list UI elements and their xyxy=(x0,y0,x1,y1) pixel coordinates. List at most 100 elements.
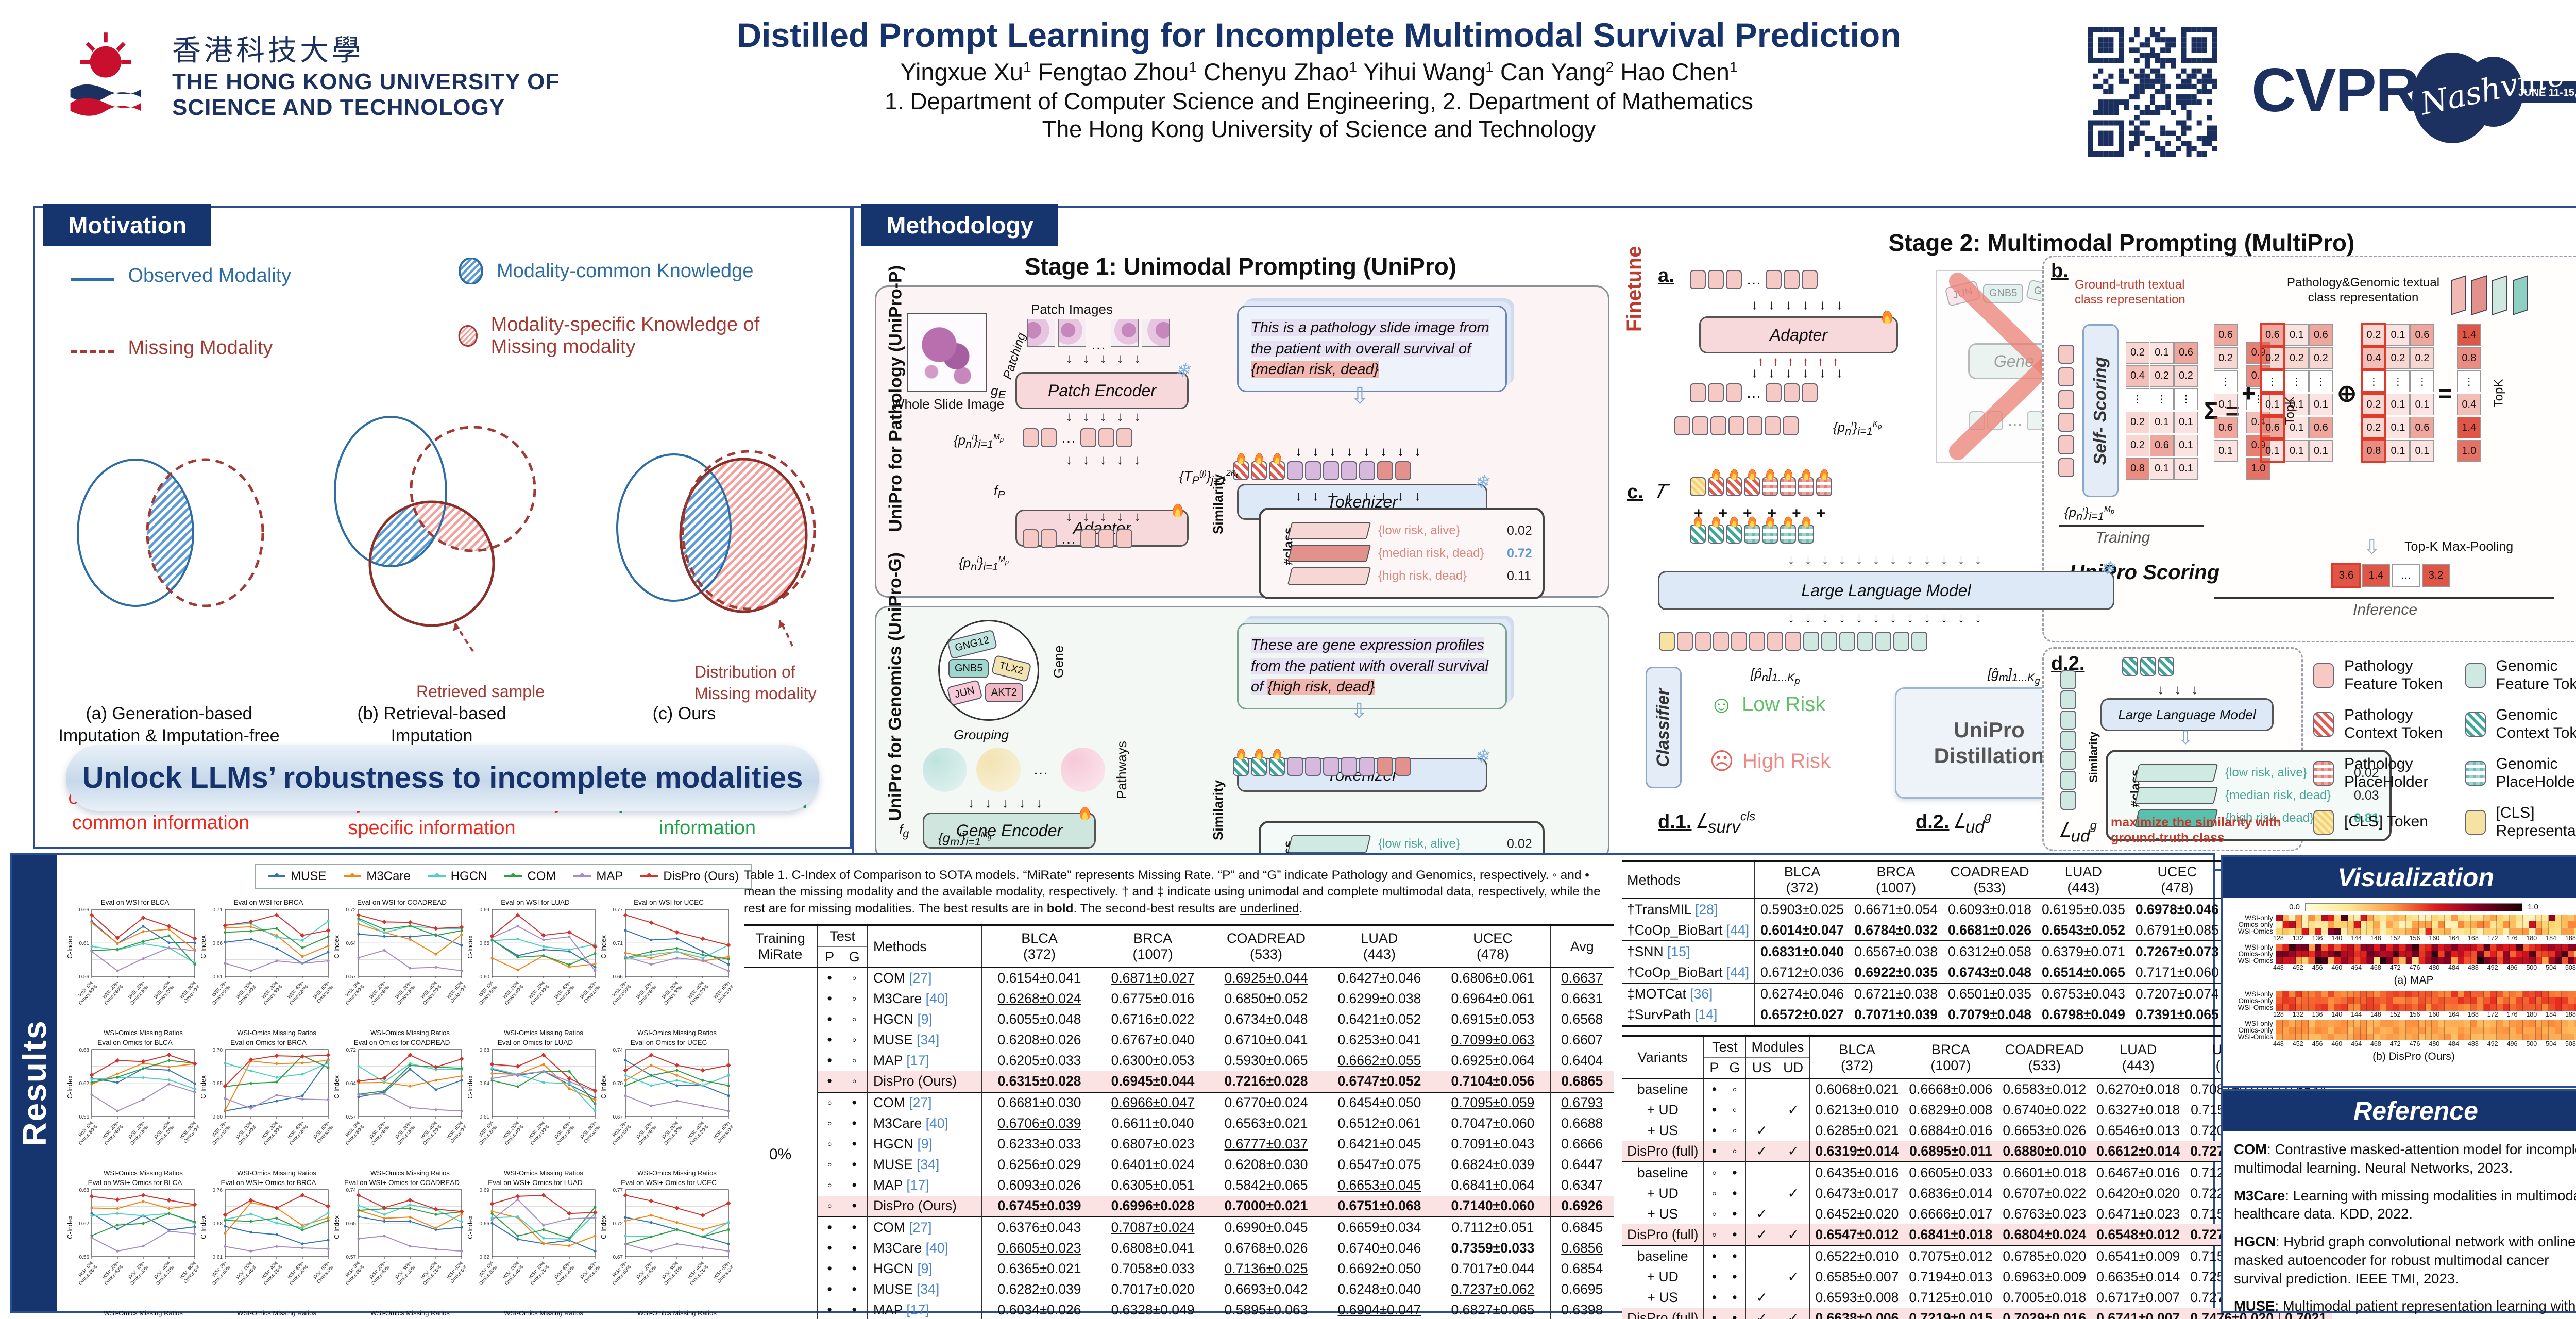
svg-text:WSI-Omics Missing Ratios: WSI-Omics Missing Ratios xyxy=(104,1029,183,1037)
pathology-feature-token xyxy=(1023,529,1039,548)
class-score-row: {high risk, dead}0.81 xyxy=(2134,809,2379,827)
svg-text:0.61: 0.61 xyxy=(213,974,223,980)
table-row: †CoOp_BioBart [44] 0.6014±0.047 0.6784±0.0… xyxy=(1622,920,2277,941)
svg-text:C-Index: C-Index xyxy=(66,935,74,959)
similarity-label: Similarity xyxy=(2087,731,2100,783)
svg-text:WSI-Omics Missing Ratios: WSI-Omics Missing Ratios xyxy=(237,1029,316,1037)
genomic-placeholder-token xyxy=(1798,516,1814,544)
visualization-panel: Visualization 0.0 1.0 WSI-only Omics-only… xyxy=(2221,855,2576,1088)
svg-text:0.69: 0.69 xyxy=(480,907,490,913)
score-matrix: 0.2 0.1 0.6 0.4 0.2 0.2 ⋮ ⋮ ⋮ 0.2 0.1 0.1 0.2 0.1 0.6 0… xyxy=(2361,323,2434,463)
svg-text:WSI-Omics Missing Ratios: WSI-Omics Missing Ratios xyxy=(637,1029,717,1037)
pathology-feature-token xyxy=(1765,416,1781,435)
svg-text:WSI-Omics Missing Ratios: WSI-Omics Missing Ratios xyxy=(504,1169,583,1177)
svg-text:0.70: 0.70 xyxy=(213,1047,223,1053)
prefix-token xyxy=(1305,757,1321,776)
genomic-context-token xyxy=(2122,657,2138,676)
genomics-prompt-card: These are gene expression profiles from … xyxy=(1237,623,1507,709)
unipro-g-box: UniPro for Genomics (UniPro-G) GNG12GNB5… xyxy=(875,552,1609,912)
table-row: ◦ • M3Care [40] 0.6706±0.039 0.6611±0.040 0.6… xyxy=(744,1113,1614,1134)
genomic-context-token xyxy=(2158,657,2174,676)
pathology-feature-token xyxy=(1726,270,1742,289)
genomic-feature-token xyxy=(1875,632,1891,651)
svg-text:0.72: 0.72 xyxy=(346,1047,357,1053)
pathways-label: Pathways xyxy=(1113,741,1129,799)
pathology-feature-token xyxy=(1784,270,1800,289)
svg-text:C-Index: C-Index xyxy=(199,1075,207,1099)
line-chart: Eval on WSI+ Omics for UCEC 0.67 0.72 0.77 W… xyxy=(600,1178,736,1318)
svg-text:C-Index: C-Index xyxy=(600,1075,607,1099)
flame-icon xyxy=(1766,469,1774,480)
svg-text:0.61: 0.61 xyxy=(213,1255,223,1260)
pathology-feature-token xyxy=(1802,383,1818,402)
heatmap-strip: WSI-only Omics-only WSI-Omics xyxy=(2224,944,2576,964)
table-row: †CoOp_BioBart [44] 0.6712±0.036 0.6922±0.0… xyxy=(1622,962,2277,983)
table-row: • • COM [27] 0.6376±0.043 0.7087±0.024 0.6990… xyxy=(744,1216,1614,1238)
encoder-symbol: gE xyxy=(991,383,1006,401)
flame-icon xyxy=(1236,453,1245,464)
genomic-placeholder-token xyxy=(1744,516,1760,544)
genomic-context-token xyxy=(2140,657,2156,676)
llm-box-stage2: Large Language Model ❄ xyxy=(1658,559,2115,610)
pathology-feature-token xyxy=(1713,632,1729,651)
svg-text:0.66: 0.66 xyxy=(213,941,223,946)
loss-d2: d.2. 𝐿udg xyxy=(1916,810,1992,837)
genomic-feature-token xyxy=(1857,632,1873,651)
venn-caption-a: (a) Generation-based Imputation & Imputa… xyxy=(58,704,280,746)
reference-item: COM: Contrastive masked-attention model … xyxy=(2234,1141,2576,1176)
svg-text:0.65: 0.65 xyxy=(213,1081,223,1087)
genomic-feature-token xyxy=(2060,771,2076,790)
pathology-feature-token xyxy=(2058,435,2074,454)
unipro-p-box: UniPro for Pathology (UniPro-P) Whole Sl… xyxy=(875,265,1609,652)
heatmap-strip: WSI-only Omics-only WSI-Omics xyxy=(2224,991,2576,1011)
classname-token xyxy=(1377,461,1393,480)
svg-text:0.61: 0.61 xyxy=(480,1114,490,1120)
pathology-feature-token xyxy=(1802,270,1818,289)
svg-text:Eval on Omics for BLCA: Eval on Omics for BLCA xyxy=(97,1039,173,1046)
line-chart: Eval on Omics for BRCA 0.60 0.65 0.70 WSI: 0… xyxy=(199,1038,335,1178)
token-legend-item: [CLS] Token xyxy=(2312,804,2446,840)
low-risk: ☺ Low Risk xyxy=(1709,691,1826,718)
line-chart: Eval on WSI for BRCA 0.61 0.66 0.71 WSI: 0% O… xyxy=(199,898,335,1038)
legend-common: Modality-common Knowledge xyxy=(457,258,753,284)
svg-text:WSI-Omics Missing Ratios: WSI-Omics Missing Ratios xyxy=(637,1169,717,1177)
gene-label: Gene xyxy=(1050,645,1066,679)
svg-text:0.65: 0.65 xyxy=(480,941,490,946)
table-row: • • HGCN [9] 0.6365±0.021 0.7058±0.033 0.7136… xyxy=(744,1258,1614,1279)
pathology-placeholder-token xyxy=(2313,760,2334,786)
svg-text:JUNE 11-15, 2025: JUNE 11-15, 2025 xyxy=(2518,87,2576,98)
maximize-label: maximize the similarity with ground-trut… xyxy=(2111,815,2281,845)
pathology-context-token xyxy=(1251,453,1267,480)
chart-legend-item: M3Care xyxy=(344,869,411,884)
smiley-sad-icon: ☹ xyxy=(1709,748,1734,774)
page-title: Distilled Prompt Learning for Incomplete… xyxy=(737,16,1901,54)
svg-text:C-Index: C-Index xyxy=(466,1215,474,1239)
p-context-formula: {TP(j)}j=12Kt xyxy=(1179,468,1238,487)
svg-text:0.60: 0.60 xyxy=(213,1114,223,1120)
flame-icon xyxy=(1711,469,1720,480)
class-score-panel: #class{low risk, alive}0.02{median risk,… xyxy=(2106,750,2392,841)
tab-motivation: Motivation xyxy=(43,204,211,246)
prefix-token xyxy=(1305,461,1321,480)
table1: Training MiRate Test Methods BLCA (372) BRCA (1… xyxy=(744,924,1614,1319)
svg-text:0.76: 0.76 xyxy=(213,1188,223,1193)
genomic-context-token xyxy=(1690,516,1706,544)
genomic-feature-token xyxy=(2060,791,2076,810)
table-row: ◦ • HGCN [9] 0.6233±0.033 0.6807±0.023 0.6777… xyxy=(744,1134,1614,1155)
svg-text:WSI-Omics Missing Ratios: WSI-Omics Missing Ratios xyxy=(237,1309,316,1317)
svg-text:C-Index: C-Index xyxy=(333,1075,341,1099)
flame-icon xyxy=(1766,516,1774,528)
qr-code xyxy=(2088,27,2217,157)
prefix-token xyxy=(1341,461,1357,480)
flame-icon xyxy=(1882,311,1892,324)
svg-text:0.66: 0.66 xyxy=(613,974,623,980)
prefix-token xyxy=(1359,757,1375,776)
grouping-label: Grouping xyxy=(954,727,1009,742)
reference-item: HGCN: Hybrid graph convolutional network… xyxy=(2234,1233,2576,1287)
snowflake-icon: ❄ xyxy=(1473,471,1489,493)
svg-text:0.71: 0.71 xyxy=(213,907,223,913)
table-row: DisPro (full) ◦ • ✓ ✓ 0.6547±0.012 0.6841±0.01… xyxy=(1622,1224,2332,1245)
table-row: DisPro (full) • • ✓ ✓ 0.6638±0.006 0.7219±0.01… xyxy=(1622,1308,2332,1319)
svg-text:Eval on WSI+ Omics for BRCA: Eval on WSI+ Omics for BRCA xyxy=(221,1179,316,1187)
patch-image xyxy=(1058,319,1086,347)
